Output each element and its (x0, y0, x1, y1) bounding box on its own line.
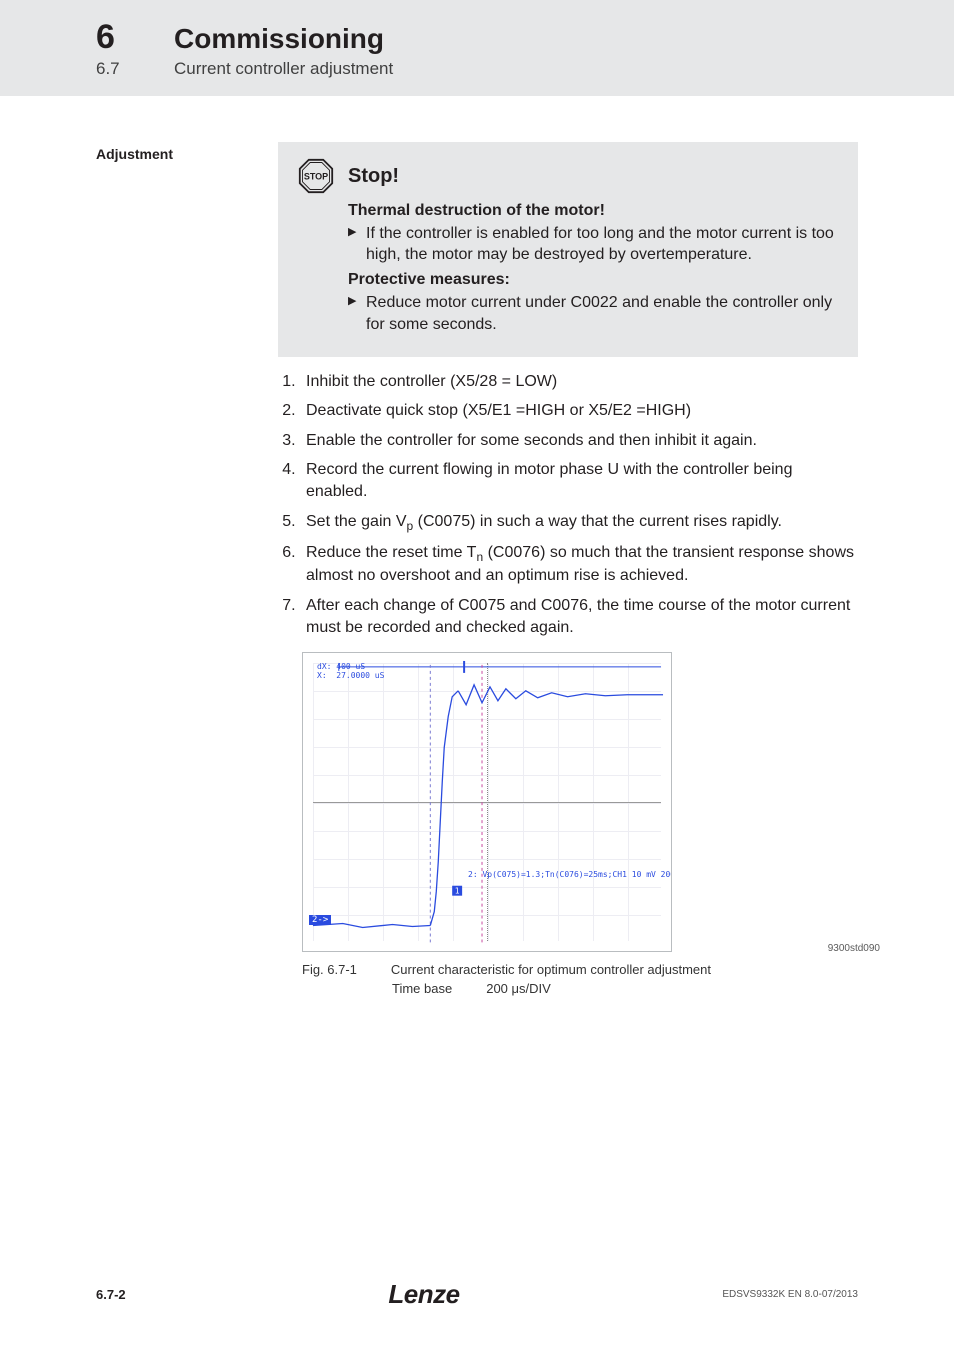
step-5: Set the gain Vp (C0075) in such a way th… (300, 511, 858, 534)
margin-label: Adjustment (96, 146, 278, 162)
scope-label-mid: 2: Vp(C075)=1.3;Tn(C076)=25ms;CH1 10 mV … (468, 870, 672, 879)
protective-bullet: Reduce motor current under C0022 and ena… (348, 292, 838, 334)
step-5a: Set the gain V (306, 513, 407, 530)
content-area: Adjustment STOP Stop! Thermal destructio… (0, 96, 954, 996)
chapter-row: 6 Commissioning (0, 18, 954, 57)
protective-heading: Protective measures: (348, 269, 838, 290)
margin-column: Adjustment (96, 142, 278, 996)
step-7: After each change of C0075 and C0076, th… (300, 595, 858, 638)
chapter-title: Commissioning (174, 23, 384, 55)
figure-caption-row: Fig. 6.7-1 Current characteristic for op… (302, 962, 858, 977)
page-footer: 6.7-2 Lenze EDSVS9332K EN 8.0-07/2013 (0, 1279, 954, 1310)
section-row: 6.7 Current controller adjustment (0, 59, 954, 79)
step-5b: (C0075) in such a way that the current r… (413, 513, 782, 530)
procedure-steps: Inhibit the controller (X5/28 = LOW) Dea… (278, 371, 858, 639)
protective-bullet-text: Reduce motor current under C0022 and ena… (366, 294, 832, 332)
timebase-label: Time base (392, 981, 452, 996)
figure-area: 1 dX: 400 uSX: 27.0000 uS 2: Vp(C075)=1.… (278, 652, 858, 996)
document-id: EDSVS9332K EN 8.0-07/2013 (722, 1289, 858, 1300)
page-header: 6 Commissioning 6.7 Current controller a… (0, 0, 954, 96)
figure-side-id: 9300std090 (828, 943, 880, 954)
figure-timebase-row: Time base 200 μs/DIV (392, 981, 858, 996)
step-1: Inhibit the controller (X5/28 = LOW) (300, 371, 858, 393)
scope-marker: 2-> (309, 915, 331, 925)
scope-label-topleft: dX: 400 uSX: 27.0000 uS (317, 663, 384, 680)
main-column: STOP Stop! Thermal destruction of the mo… (278, 142, 858, 996)
step-2: Deactivate quick stop (X5/E1 =HIGH or X5… (300, 400, 858, 422)
chapter-number: 6 (96, 18, 174, 57)
section-number: 6.7 (96, 59, 174, 79)
svg-text:1: 1 (455, 887, 460, 896)
step-4: Record the current flowing in motor phas… (300, 459, 858, 502)
stop-title: Stop! (348, 165, 399, 188)
timebase-value: 200 μs/DIV (486, 981, 551, 996)
scope-trace: 1 (303, 653, 671, 951)
figure-caption: Current characteristic for optimum contr… (391, 962, 711, 977)
stop-icon: STOP (298, 158, 334, 194)
stop-subtitle: Thermal destruction of the motor! (348, 200, 838, 221)
section-title: Current controller adjustment (174, 59, 393, 79)
step-6a: Reduce the reset time T (306, 544, 476, 561)
figure-number: Fig. 6.7-1 (302, 962, 357, 977)
stop-list-1: If the controller is enabled for too lon… (348, 223, 838, 265)
page-number: 6.7-2 (96, 1287, 126, 1302)
stop-body: Thermal destruction of the motor! If the… (298, 200, 838, 335)
stop-callout: STOP Stop! Thermal destruction of the mo… (278, 142, 858, 357)
oscilloscope-figure: 1 dX: 400 uSX: 27.0000 uS 2: Vp(C075)=1.… (302, 652, 672, 952)
stop-list-2: Reduce motor current under C0022 and ena… (348, 292, 838, 334)
step-3: Enable the controller for some seconds a… (300, 430, 858, 452)
stop-header: STOP Stop! (298, 158, 838, 194)
stop-bullet-1: If the controller is enabled for too lon… (348, 223, 838, 265)
lenze-logo: Lenze (388, 1279, 459, 1310)
step-6: Reduce the reset time Tn (C0076) so much… (300, 542, 858, 587)
svg-text:STOP: STOP (304, 172, 328, 182)
